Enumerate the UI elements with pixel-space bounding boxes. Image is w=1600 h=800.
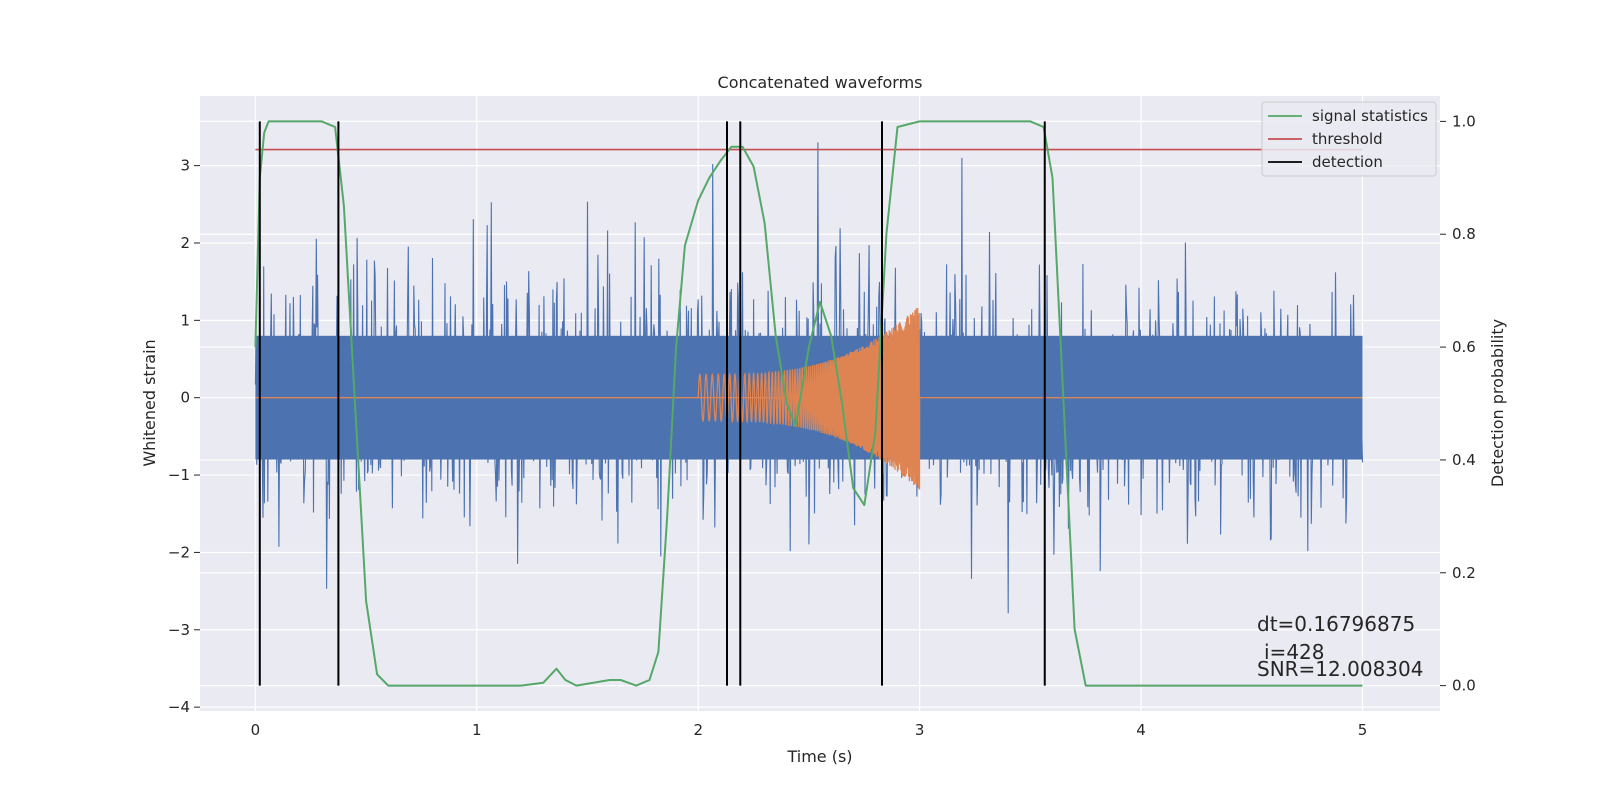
y-left-tick-label: −3 [168, 621, 190, 639]
annotation-dt: dt=0.16796875 [1257, 612, 1415, 636]
y-left-tick-label: −1 [168, 466, 190, 484]
y-right-tick-label: 0.8 [1452, 225, 1476, 243]
y-right-tick-label: 0.2 [1452, 564, 1476, 582]
annotation-snr: SNR=12.008304 [1257, 657, 1423, 681]
x-tick-label: 1 [472, 721, 482, 739]
x-tick-label: 2 [693, 721, 703, 739]
y-right-tick-label: 1.0 [1452, 112, 1476, 130]
x-tick-label: 4 [1136, 721, 1146, 739]
data-layer [254, 120, 1364, 687]
y-right-tick-label: 0.0 [1452, 677, 1476, 695]
annotation-index: i=428 [1264, 640, 1325, 664]
y-right-tick-label: 0.6 [1452, 338, 1476, 356]
axes-layer: 0 1 2 3 4 5 3 2 1 0 −1 −2 −3 −4 1.0 0.8 0.6 0.4 0.2 0.0 [168, 112, 1476, 739]
legend: signal statistics threshold detection [1261, 101, 1437, 177]
y-left-tick-label: 2 [180, 234, 190, 252]
y-right-tick-label: 0.4 [1452, 451, 1476, 469]
x-tick-label: 0 [251, 721, 261, 739]
y-axis-left-label: Whitened strain [140, 339, 159, 466]
x-axis-label: Time (s) [786, 747, 852, 766]
y-left-tick-label: 1 [180, 311, 190, 329]
legend-label-threshold: threshold [1312, 130, 1383, 148]
x-tick-label: 5 [1358, 721, 1368, 739]
y-axis-right-label: Detection probability [1488, 319, 1507, 487]
legend-box [1261, 101, 1437, 177]
y-left-tick-label: −2 [168, 543, 190, 561]
chart-title: Concatenated waveforms [718, 73, 923, 92]
legend-label-signal-statistics: signal statistics [1312, 107, 1428, 125]
annotations: dt=0.16796875 i=428 SNR=12.008304 [1257, 612, 1423, 681]
y-left-tick-label: 3 [180, 157, 190, 175]
x-tick-label: 3 [915, 721, 925, 739]
y-left-tick-label: −4 [168, 698, 190, 716]
y-left-tick-label: 0 [180, 389, 190, 407]
legend-label-detection: detection [1312, 153, 1383, 171]
signal-statistics-line [254, 120, 1363, 687]
